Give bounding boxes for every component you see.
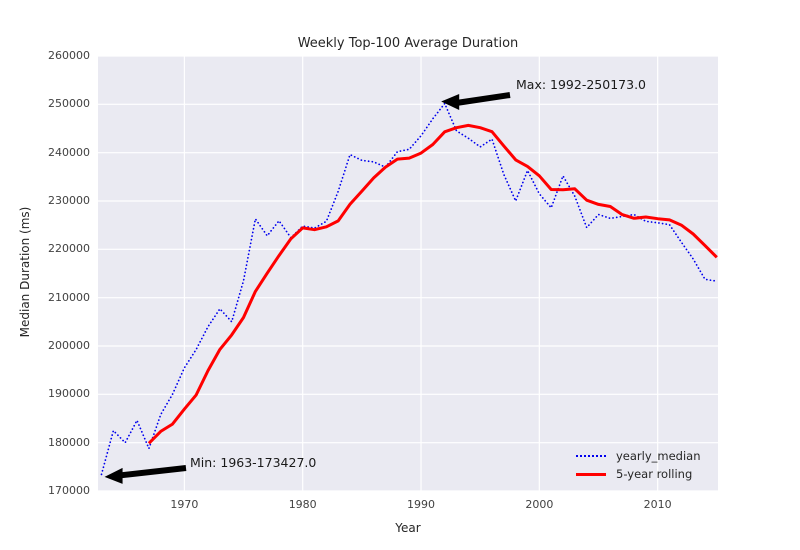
- y-tick: 200000: [48, 339, 90, 352]
- y-tick: 240000: [48, 145, 90, 159]
- x-tick: 1990: [407, 498, 435, 511]
- y-tick: 220000: [48, 242, 90, 256]
- yearly-median-line-swatch: [576, 455, 606, 457]
- y-tick: 180000: [48, 435, 90, 449]
- annotation-min: Min: 1963-173427.0: [190, 455, 317, 470]
- y-tick: 170000: [48, 484, 90, 497]
- y-tick: 210000: [48, 290, 90, 304]
- legend: yearly_median 5-year rolling: [576, 447, 701, 483]
- max-arrow-head: [441, 93, 460, 110]
- max-arrow-shaft: [455, 92, 511, 106]
- y-tick: 260000: [48, 49, 90, 62]
- x-tick: 1980: [288, 498, 317, 511]
- plot-area: [98, 56, 718, 491]
- legend-label-yearly-median: yearly_median: [616, 449, 701, 463]
- min-arrow-shaft: [119, 465, 187, 479]
- x-axis-label: Year: [395, 521, 421, 535]
- y-tick: 230000: [48, 194, 90, 207]
- y-tick: 190000: [48, 387, 90, 401]
- min-arrow-head: [104, 467, 123, 484]
- rolling-mean-line: [147, 123, 718, 445]
- legend-label-5-year-rolling: 5-year rolling: [616, 467, 693, 481]
- x-tick: 2000: [525, 498, 554, 511]
- annotation-max: Max: 1992-250173.0: [516, 77, 646, 92]
- rolling-line-swatch: [576, 472, 606, 476]
- x-tick: 2010: [643, 498, 672, 511]
- y-tick: 250000: [48, 97, 90, 111]
- chart-title: Weekly Top-100 Average Duration: [297, 36, 519, 51]
- legend-item-5-year-rolling: 5-year rolling: [576, 465, 701, 483]
- x-tick: 1970: [170, 498, 199, 511]
- legend-item-yearly-median: yearly_median: [576, 447, 701, 465]
